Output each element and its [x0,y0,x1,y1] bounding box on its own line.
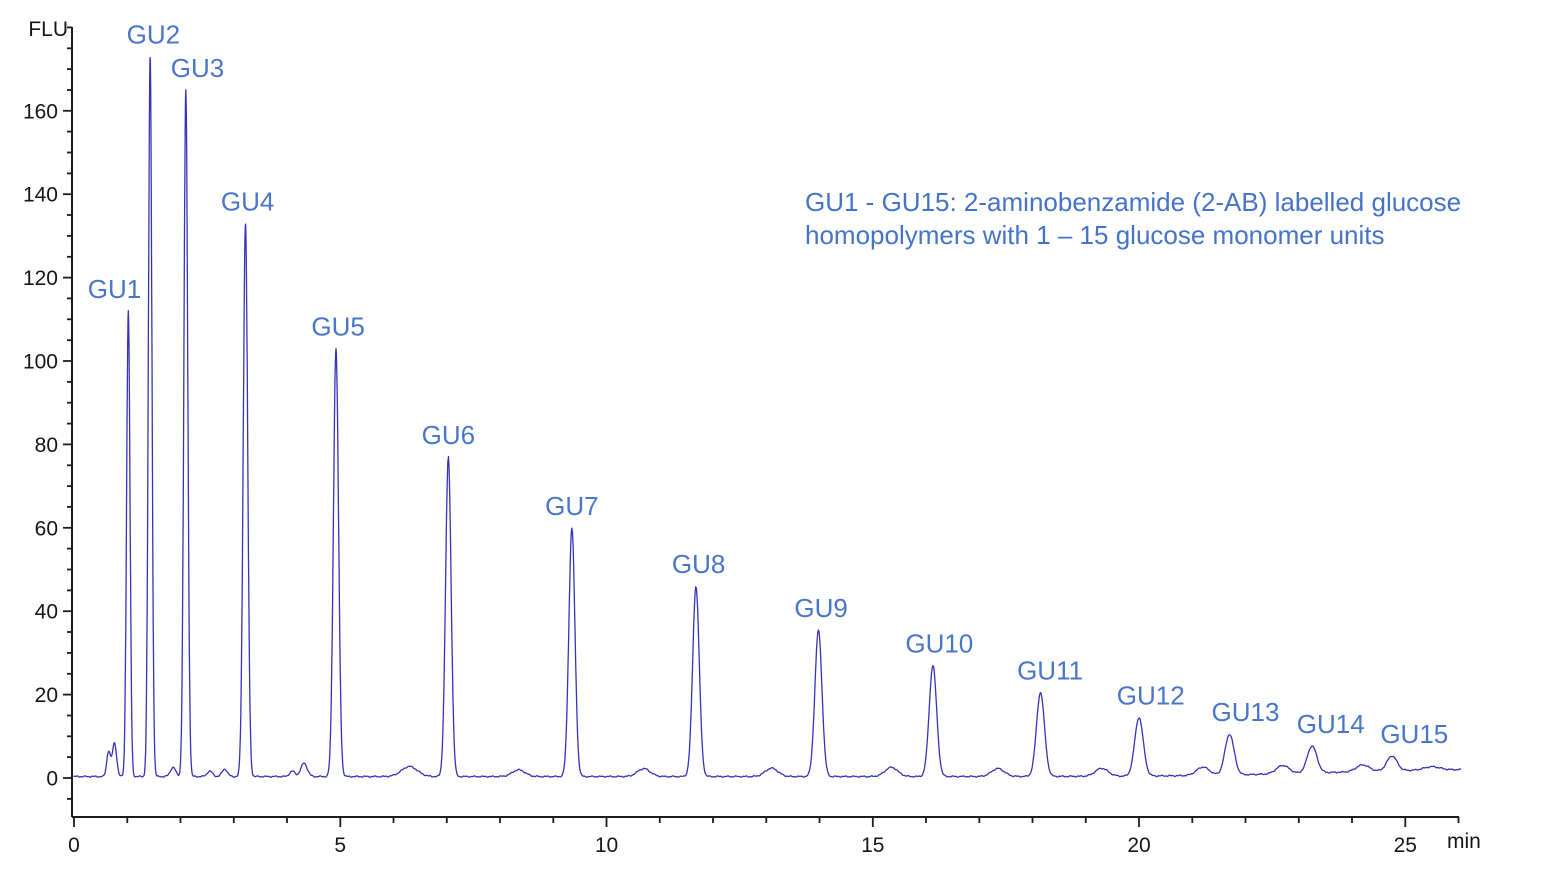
annotation-line-2: homopolymers with 1 – 15 glucose monomer… [805,220,1385,250]
y-axis-tick-label: 0 [46,768,58,791]
y-axis-tick-label: 20 [35,684,58,707]
peak-label-gu10: GU10 [905,628,973,658]
x-axis-tick-label: 20 [1127,834,1150,857]
peak-label-gu12: GU12 [1117,681,1185,711]
peak-label-gu1: GU1 [88,274,141,304]
x-axis-tick-label: 25 [1394,834,1417,857]
x-axis-tick-label: 10 [595,834,618,857]
peak-label-gu5: GU5 [311,311,364,341]
y-axis-tick-label: 80 [35,434,58,457]
peak-label-gu6: GU6 [422,420,475,450]
x-axis-tick-label: 5 [334,834,346,857]
annotation-text: GU1 - GU15: 2-aminobenzamide (2-AB) labe… [805,186,1461,252]
peak-label-gu7: GU7 [545,491,598,521]
peak-label-gu4: GU4 [221,186,274,216]
y-axis-tick-label: 140 [23,184,58,207]
x-axis-unit-label: min [1447,830,1481,853]
chromatogram-trace [73,57,1462,778]
peak-label-gu8: GU8 [672,549,725,579]
y-axis-tick-label: 60 [35,517,58,540]
y-axis-tick-label: 100 [23,351,58,374]
y-axis-tick-label: 40 [35,601,58,624]
peak-label-gu2: GU2 [127,20,180,50]
y-axis-tick-label: 160 [23,100,58,123]
peak-label-gu13: GU13 [1212,697,1280,727]
y-axis-unit-label: FLU [28,18,68,41]
peak-label-gu3: GU3 [171,53,224,83]
peak-label-gu9: GU9 [794,593,847,623]
peak-label-gu15: GU15 [1380,719,1448,749]
y-axis-tick-label: 120 [23,267,58,290]
peak-label-gu11: GU11 [1017,656,1083,686]
annotation-line-1: GU1 - GU15: 2-aminobenzamide (2-AB) labe… [805,187,1462,217]
peak-label-gu14: GU14 [1297,709,1365,739]
x-axis-tick-label: 15 [861,834,884,857]
x-axis-tick-label: 0 [68,834,80,857]
